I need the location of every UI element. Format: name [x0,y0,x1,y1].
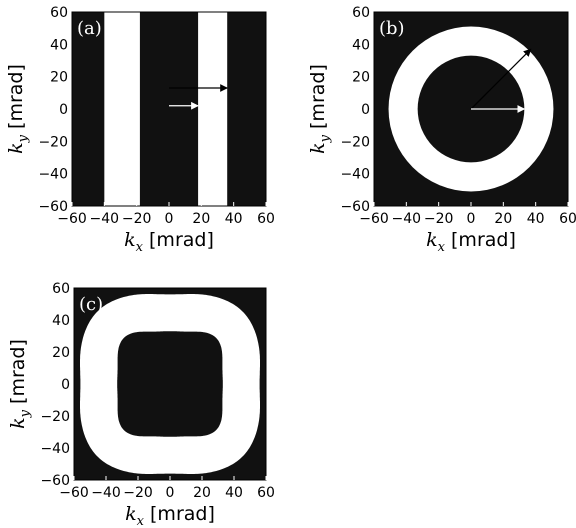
x-tick-label: 60 [257,485,275,501]
y-tick-label: −40 [38,167,68,183]
x-axis-label: kx [mrad] [426,229,516,255]
y-tick-label: −60 [40,473,70,489]
x-tick-label: −40 [90,211,120,227]
x-tick-label: 40 [225,211,243,227]
y-tick-label: 0 [361,102,370,118]
y-tick-label: 0 [61,377,70,393]
y-tick-label: 0 [59,102,68,118]
panel-label: (a) [77,18,102,39]
y-tick-label: −40 [40,441,70,457]
x-tick-label: −40 [392,211,422,227]
plot-area [374,12,568,206]
x-tick-label: −60 [359,211,389,227]
y-axis-label: ky [mrad] [7,339,33,429]
x-axis-label: kx [mrad] [124,229,214,255]
panel-label: (b) [379,18,405,39]
x-axis-label: kx [mrad] [125,503,215,528]
x-tick-label: 20 [193,485,211,501]
y-tick-label: 40 [50,37,68,53]
panel-label: (c) [79,294,103,315]
y-axis-label: ky [mrad] [307,64,333,154]
x-tick-label: 20 [192,211,210,227]
y-tick-label: 20 [352,70,370,86]
x-tick-label: −60 [57,211,87,227]
y-axis-label: ky [mrad] [5,64,31,154]
y-tick-label: 60 [52,281,70,297]
y-tick-label: 40 [352,37,370,53]
y-tick-label: −20 [38,134,68,150]
x-tick-label: 60 [257,211,275,227]
x-tick-label: −20 [424,211,454,227]
y-tick-label: 60 [352,5,370,21]
y-tick-label: −20 [340,134,370,150]
x-tick-label: 0 [165,211,174,227]
plot-area [72,12,266,206]
plot-background [72,12,266,206]
y-tick-label: −60 [340,199,370,215]
x-tick-label: −20 [123,485,153,501]
y-tick-label: −60 [38,199,68,215]
x-tick-label: 0 [467,211,476,227]
arrow-1 [470,48,532,110]
y-tick-label: 20 [50,70,68,86]
x-tick-label: 20 [494,211,512,227]
x-tick-label: 0 [166,485,175,501]
y-tick-label: 20 [52,345,70,361]
x-tick-label: −40 [91,485,121,501]
band-1 [104,12,140,206]
x-tick-label: 60 [559,211,576,227]
y-tick-label: 60 [50,5,68,21]
y-tick-label: −20 [40,409,70,425]
ring-inner [117,331,223,437]
band-2 [198,12,228,206]
plot-area [74,288,266,480]
x-tick-label: 40 [225,485,243,501]
x-tick-label: −60 [59,485,89,501]
y-tick-label: −40 [340,167,370,183]
x-tick-label: −20 [122,211,152,227]
x-tick-label: 40 [527,211,545,227]
y-tick-label: 40 [52,313,70,329]
